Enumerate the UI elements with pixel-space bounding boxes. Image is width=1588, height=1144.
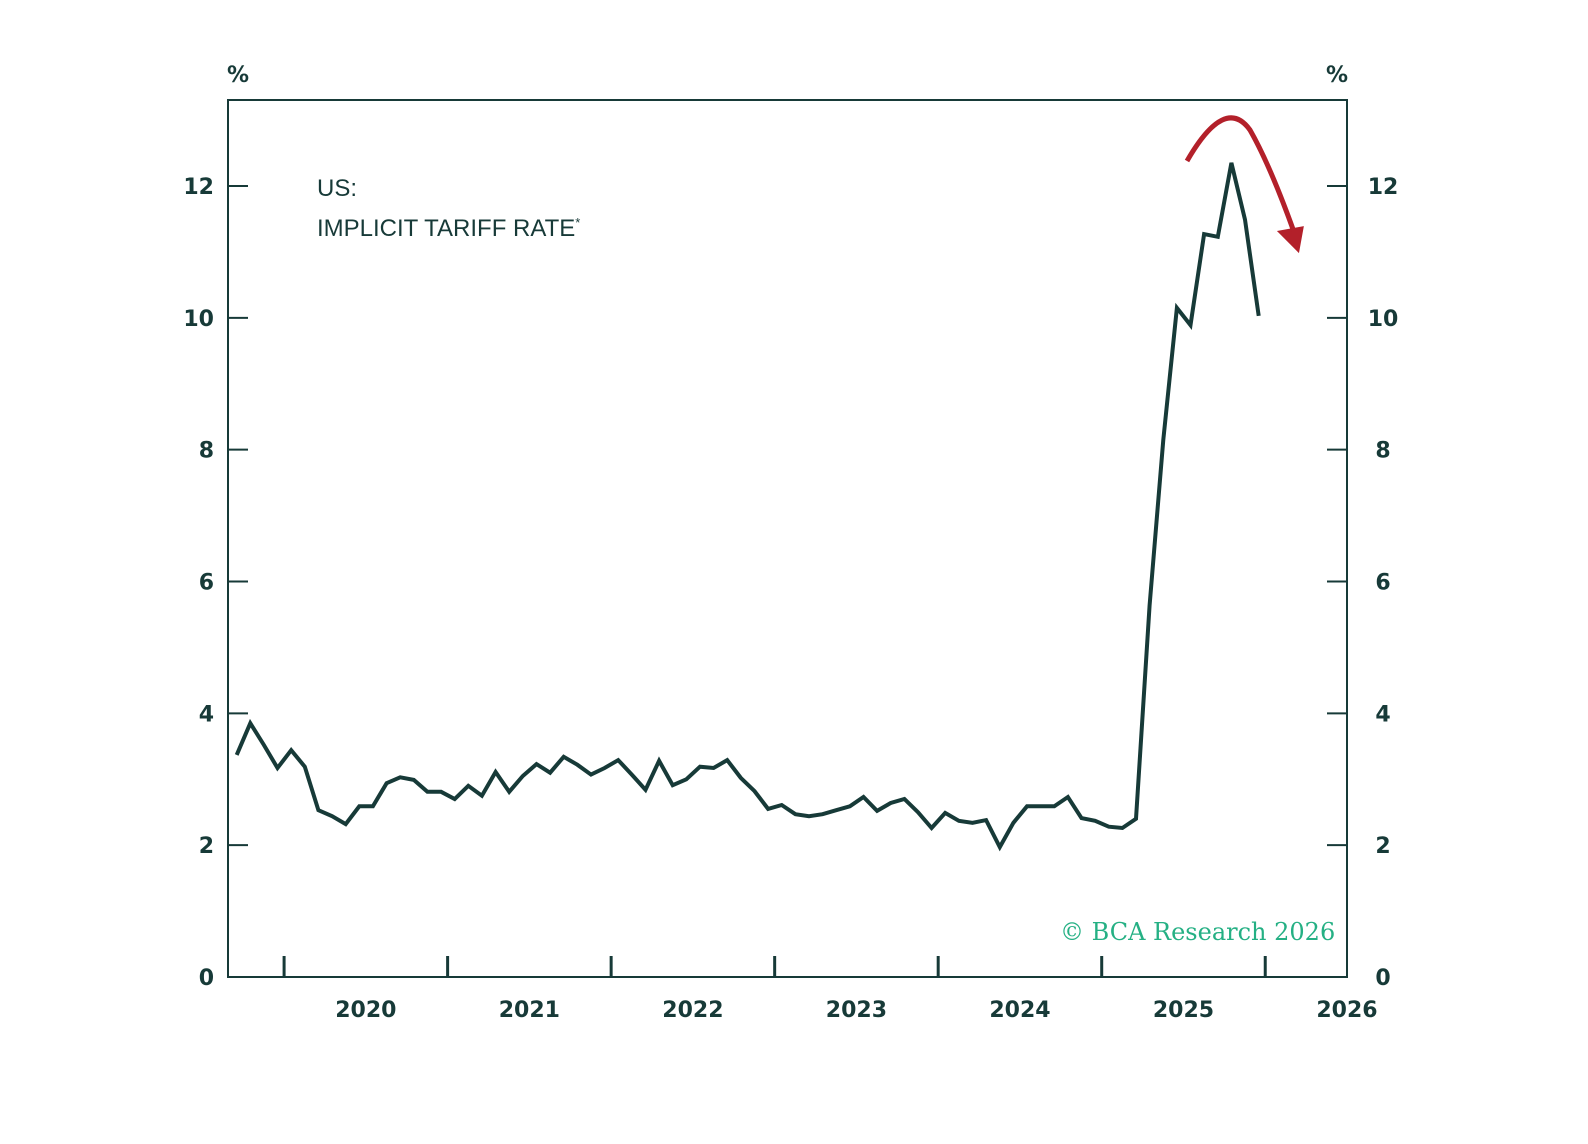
y-tick-label-left: 2 bbox=[199, 834, 214, 859]
y-tick-label-right: 10 bbox=[1368, 307, 1399, 332]
y-tick-label-left: 10 bbox=[183, 307, 214, 332]
y-tick-label-right: 6 bbox=[1375, 571, 1390, 596]
chart-title: US: IMPLICIT TARIFF RATE* bbox=[317, 172, 580, 246]
x-tick-label: 2020 bbox=[335, 998, 396, 1023]
title-line-2: IMPLICIT TARIFF RATE bbox=[317, 215, 576, 242]
x-tick-label: 2022 bbox=[662, 998, 723, 1023]
x-tick-label: 2021 bbox=[499, 998, 560, 1023]
y-tick-label-right: 0 bbox=[1375, 966, 1390, 991]
annotation-arrow-curve bbox=[1184, 115, 1297, 233]
footnote-mark: * bbox=[575, 215, 581, 230]
y-axis-unit-right: % bbox=[1326, 63, 1348, 88]
annotation-arrow-head bbox=[1276, 226, 1304, 254]
y-tick-label-left: 12 bbox=[183, 175, 214, 200]
y-tick-label-left: 4 bbox=[199, 702, 214, 727]
y-tick-label-right: 12 bbox=[1368, 175, 1399, 200]
y-tick-label-right: 4 bbox=[1375, 702, 1390, 727]
y-tick-label-left: 6 bbox=[199, 571, 214, 596]
y-tick-label-left: 0 bbox=[199, 966, 214, 991]
y-axis-unit-left: % bbox=[227, 63, 249, 88]
x-tick-label: 2024 bbox=[989, 998, 1050, 1023]
x-tick-label: 2025 bbox=[1153, 998, 1214, 1023]
y-tick-label-right: 2 bbox=[1375, 834, 1390, 859]
plot-frame bbox=[227, 99, 1348, 978]
title-line-1: US: bbox=[317, 175, 358, 202]
y-tick-label-left: 8 bbox=[199, 439, 214, 464]
x-tick-label: 2023 bbox=[826, 998, 887, 1023]
copyright: © BCA Research 2026 bbox=[1060, 918, 1336, 946]
x-tick-label: 2026 bbox=[1316, 998, 1377, 1023]
series-line bbox=[234, 162, 1261, 852]
y-tick-label-right: 8 bbox=[1375, 439, 1390, 464]
